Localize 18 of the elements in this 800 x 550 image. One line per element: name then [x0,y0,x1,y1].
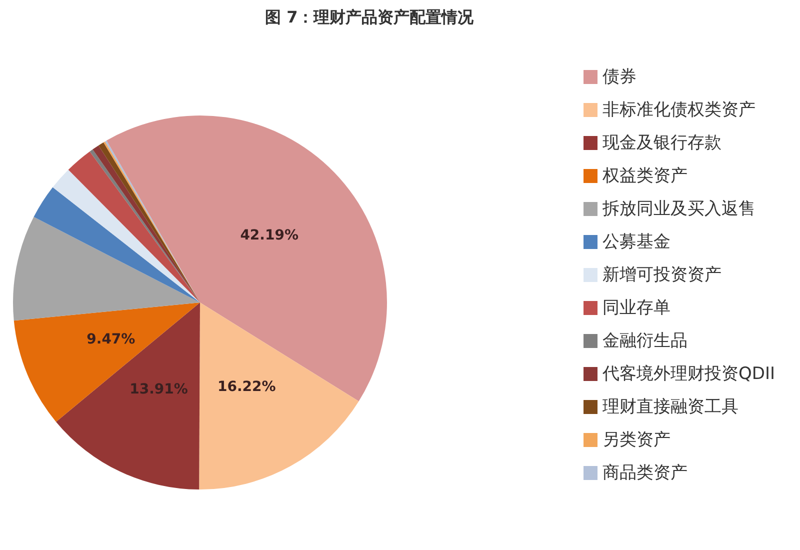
legend-label: 公募基金 [602,232,670,252]
legend-label: 现金及银行存款 [602,133,722,153]
data-label: 9.47% [86,332,136,348]
legend-label: 金融衍生品 [602,331,688,351]
data-label: 42.19% [240,227,299,244]
data-label: 13.91% [130,382,188,398]
legend-label: 拆放同业及买入返售 [602,199,756,219]
legend-label: 非标准化债权类资产 [602,100,756,120]
legend-label: 债券 [602,67,636,87]
legend-label: 同业存单 [602,298,670,318]
chart-title: 图 7：理财产品资产配置情况 [265,8,475,26]
legend-label: 商品类资产 [602,463,688,483]
legend-label: 另类资产 [602,430,670,450]
legend-label: 理财直接融资工具 [602,397,738,417]
data-label: 16.22% [218,378,276,395]
legend-label: 代客境外理财投资QDII [602,364,775,384]
legend-label: 权益类资产 [602,166,688,186]
legend-label: 新增可投资资产 [602,265,722,285]
